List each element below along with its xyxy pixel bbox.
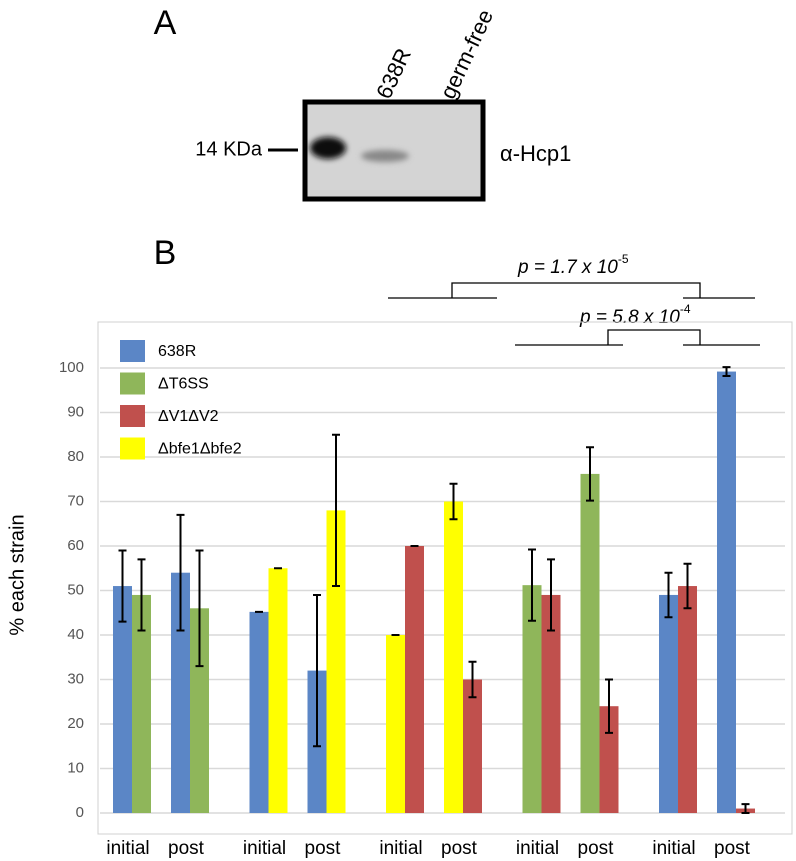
- bar: [580, 473, 600, 813]
- panel-label: B: [154, 234, 177, 272]
- legend-swatch: [120, 340, 145, 362]
- error-bar: [547, 558, 555, 632]
- bar: [268, 568, 288, 813]
- bar: [444, 501, 463, 813]
- x-tick-label: initial: [379, 838, 422, 859]
- error-bar: [195, 549, 204, 668]
- p-value: p = 5.8 x 10-4: [579, 302, 691, 328]
- error-bar: [449, 482, 458, 521]
- x-tick-label: post: [714, 838, 751, 859]
- error-bar: [741, 803, 750, 814]
- bar: [599, 706, 619, 813]
- y-tick-label: 70: [67, 492, 84, 509]
- bar: [717, 371, 736, 813]
- legend-label: ΔT6SS: [158, 376, 209, 393]
- y-tick-label: 90: [67, 403, 84, 420]
- bar: [405, 546, 424, 813]
- y-axis-label: % each strain: [6, 514, 28, 635]
- p-value-exponent: -5: [618, 252, 629, 266]
- error-bar: [528, 548, 536, 622]
- bracket: [388, 282, 760, 346]
- error-bar: [176, 513, 185, 632]
- x-tick-label: initial: [243, 838, 286, 859]
- lane-label: germ-free: [435, 6, 498, 103]
- band: [361, 150, 409, 162]
- bar: [463, 679, 482, 813]
- x-tick-label: post: [168, 838, 205, 859]
- bar: [132, 594, 151, 813]
- panel-label: A: [154, 4, 177, 42]
- error-bar: [332, 433, 340, 588]
- x-tick-label: initial: [652, 838, 695, 859]
- y-tick-label: 50: [67, 581, 84, 598]
- antibody-label: α-Hcp1: [500, 141, 571, 166]
- bar: [659, 594, 678, 813]
- error-bar: [118, 549, 127, 623]
- y-tick-label: 0: [76, 804, 84, 821]
- legend-label: 638R: [158, 343, 196, 360]
- p-value-text: p = 1.7 x 10: [517, 257, 618, 278]
- bar: [541, 594, 561, 813]
- legend-label: Δbfe1Δbfe2: [158, 441, 242, 458]
- bar: [249, 611, 269, 813]
- x-tick-label: post: [441, 838, 478, 859]
- y-tick-label: 40: [67, 626, 84, 643]
- bars: initial post initial post initial post initial…: [106, 340, 755, 859]
- x-tick-label: post: [305, 838, 342, 859]
- bar: [522, 585, 542, 813]
- bar: [190, 608, 209, 813]
- p-value-text: p = 5.8 x 10: [579, 307, 680, 328]
- error-bar: [137, 558, 146, 632]
- x-tick-label: initial: [106, 838, 149, 859]
- error-bar: [683, 562, 692, 610]
- bar: [386, 635, 405, 813]
- legend-swatch: [120, 405, 145, 427]
- p-value-exponent: -4: [680, 302, 691, 316]
- x-tick-label: initial: [516, 838, 559, 859]
- bar: [113, 586, 132, 813]
- y-tick-label: 80: [67, 448, 84, 465]
- p-value: p = 1.7 x 10-5: [517, 252, 629, 278]
- error-bar: [722, 366, 731, 378]
- y-tick-label: 100: [59, 359, 84, 376]
- bar: [171, 572, 190, 813]
- y-tick-label: 10: [67, 759, 84, 776]
- y-tick-label: 60: [67, 537, 84, 554]
- plot-frame: [97, 321, 793, 835]
- bar: [678, 586, 697, 813]
- y-tick-label: 30: [67, 670, 84, 687]
- legend-label: ΔV1ΔV2: [158, 408, 219, 425]
- legend-swatch: [120, 372, 145, 395]
- error-bar: [605, 678, 613, 734]
- x-tick-label: post: [578, 838, 615, 859]
- error-bar: [586, 446, 594, 502]
- marker-label: 14 KDa: [195, 138, 263, 160]
- lane-label: 638R: [371, 44, 416, 102]
- band: [310, 137, 346, 159]
- bar: [326, 510, 346, 813]
- error-bar: [468, 660, 477, 699]
- error-bar: [664, 571, 673, 619]
- error-bar: [313, 593, 321, 748]
- grid: 0 10 20 30 40 50 60 70 80 90 100: [59, 359, 785, 821]
- y-tick-label: 20: [67, 715, 84, 732]
- legend-swatch: [120, 437, 145, 460]
